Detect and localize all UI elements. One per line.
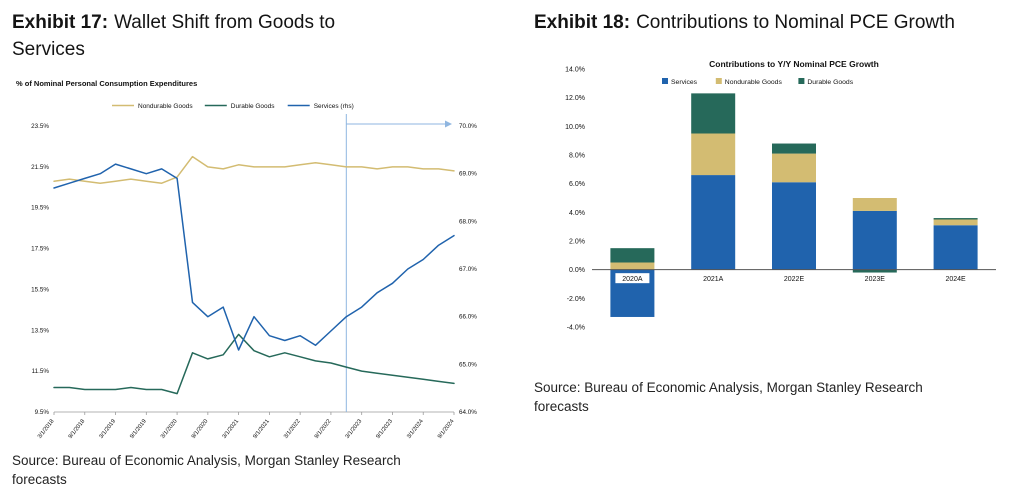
- left-axis-tick-label: 23.5%: [31, 123, 49, 130]
- x-category-label: 2024E: [945, 276, 966, 283]
- legend-label-durable-goods: Durable Goods: [807, 79, 853, 86]
- x-category-label: 2022E: [784, 276, 805, 283]
- left-axis-tick-label: 21.5%: [31, 164, 49, 171]
- exhibit-17-label: Exhibit 17:: [12, 12, 109, 33]
- x-axis-tick-label: 3/1/2023: [345, 418, 364, 439]
- bar-segment-durable-goods-2023e: [852, 269, 897, 273]
- bar-segment-durable-goods-2021a: [691, 93, 736, 134]
- forecast-arrow-head: [445, 120, 452, 128]
- x-axis-tick-label: 3/1/2018: [37, 418, 56, 439]
- x-category-label-bg: [615, 273, 650, 284]
- x-category-label-bg: [777, 273, 811, 284]
- bar-segment-durable-goods-2020a: [610, 248, 655, 263]
- bar-segment-nondurable-goods-2021a: [691, 133, 736, 176]
- exhibit-18-title: Exhibit 18: Contributions to Nominal PCE …: [534, 10, 986, 37]
- y-axis-tick-label: 0.0%: [569, 267, 585, 274]
- right-axis-tick-label: 69.0%: [459, 171, 477, 178]
- left-axis-tick-label: 9.5%: [35, 409, 50, 416]
- left-axis-tick-label: 11.5%: [32, 368, 50, 375]
- right-axis-tick-label: 64.0%: [459, 409, 477, 416]
- exhibit-18-source: Source: Bureau of Economic Analysis, Mor…: [534, 379, 923, 414]
- left-axis-tick-label: 19.5%: [31, 205, 49, 212]
- bar-segment-nondurable-goods-2020a: [610, 262, 655, 270]
- y-axis-tick-label: 14.0%: [565, 66, 585, 73]
- y-axis-tick-label: -4.0%: [567, 324, 585, 331]
- x-category-label-bg: [938, 273, 973, 284]
- exhibit-18-label: Exhibit 18:: [534, 12, 631, 33]
- right-axis-tick-label: 68.0%: [459, 218, 477, 225]
- exhibit-18-title-text: Contributions to Nominal PCE Growth: [636, 12, 955, 33]
- line-chart-title: % of Nominal Personal Consumption Expend…: [16, 79, 197, 88]
- bar-segment-nondurable-goods-2022e: [772, 153, 816, 183]
- x-category-label: 2023E: [865, 276, 886, 283]
- legend-label-nondurable-goods: Nondurable Goods: [138, 103, 193, 110]
- x-category-label-bg: [857, 273, 892, 284]
- x-axis-tick-label: 9/1/2018: [68, 418, 87, 439]
- series-line-durable-goods: [53, 333, 455, 395]
- bar-segment-durable-goods-2022e: [772, 143, 816, 154]
- bar-segment-services-2024e: [933, 225, 978, 270]
- y-axis-tick-label: 6.0%: [569, 181, 585, 188]
- exhibit-17-line-chart: % of Nominal Personal Consumption Expend…: [16, 79, 477, 440]
- legend-swatch-nondurable-goods: [715, 77, 722, 84]
- series-line-services-rhs: [53, 163, 455, 351]
- right-axis-tick-label: 65.0%: [459, 361, 477, 368]
- bar-segment-services-2021a: [691, 175, 736, 270]
- x-axis-tick-label: 3/1/2019: [98, 418, 117, 439]
- legend-label-durable-goods: Durable Goods: [231, 103, 275, 110]
- exhibit-17-panel: Exhibit 17: Wallet Shift from Goods to Se…: [12, 10, 504, 490]
- bar-segment-services-2023e: [852, 210, 897, 270]
- right-axis-tick-label: 70.0%: [459, 123, 477, 130]
- left-axis-tick-label: 17.5%: [31, 246, 49, 253]
- legend-swatch-services: [662, 77, 668, 84]
- legend-label-services: Services: [671, 79, 698, 86]
- y-axis-tick-label: -2.0%: [567, 296, 585, 303]
- bar-chart-title: Contributions to Y/Y Nominal PCE Growth: [709, 59, 879, 69]
- bar-segment-services-2022e: [772, 182, 816, 270]
- x-axis-tick-label: 9/1/2022: [314, 418, 333, 439]
- legend-swatch-durable-goods: [798, 77, 805, 84]
- y-axis-tick-label: 2.0%: [569, 238, 585, 245]
- x-axis-tick-label: 3/1/2020: [160, 418, 179, 439]
- right-axis-tick-label: 66.0%: [459, 314, 477, 321]
- x-axis-tick-label: 3/1/2021: [222, 418, 241, 439]
- x-category-label: 2020A: [622, 276, 643, 283]
- x-category-label-bg: [696, 273, 731, 284]
- bar-segment-nondurable-goods-2024e: [933, 219, 978, 226]
- x-axis-tick-label: 9/1/2021: [252, 418, 271, 439]
- exhibit-17-title-text: Wallet Shift from Goods to Services: [12, 12, 336, 60]
- left-axis-tick-label: 13.5%: [31, 327, 49, 334]
- bar-segment-nondurable-goods-2023e: [852, 197, 897, 211]
- x-axis-tick-label: 9/1/2023: [375, 418, 394, 439]
- exhibit-17-title: Exhibit 17: Wallet Shift from Goods to Se…: [12, 10, 412, 64]
- legend-label-services-rhs: Services (rhs): [314, 103, 354, 110]
- legend-label-nondurable-goods: Nondurable Goods: [725, 79, 783, 86]
- x-axis-tick-label: 3/1/2022: [283, 418, 302, 439]
- exhibit-18-panel: Exhibit 18: Contributions to Nominal PCE …: [534, 10, 1016, 417]
- y-axis-tick-label: 4.0%: [569, 210, 585, 217]
- bar-segment-durable-goods-2024e: [933, 218, 978, 220]
- exhibit-17-source: Source: Bureau of Economic Analysis, Mor…: [12, 452, 401, 487]
- y-axis-tick-label: 8.0%: [569, 152, 585, 159]
- x-axis-tick-label: 3/1/2024: [406, 418, 425, 440]
- right-axis-tick-label: 67.0%: [459, 266, 477, 273]
- x-axis-tick-label: 9/1/2019: [129, 418, 148, 439]
- x-axis-tick-label: 9/1/2020: [191, 418, 210, 439]
- x-category-label: 2021A: [703, 276, 724, 283]
- series-line-nondurable-goods: [53, 155, 455, 184]
- y-axis-tick-label: 10.0%: [565, 124, 585, 131]
- y-axis-tick-label: 12.0%: [565, 95, 585, 102]
- exhibit-18-bar-chart: Contributions to Y/Y Nominal PCE Growth S…: [565, 59, 996, 331]
- x-axis-tick-label: 9/1/2024: [437, 418, 456, 440]
- left-axis-tick-label: 15.5%: [31, 286, 49, 293]
